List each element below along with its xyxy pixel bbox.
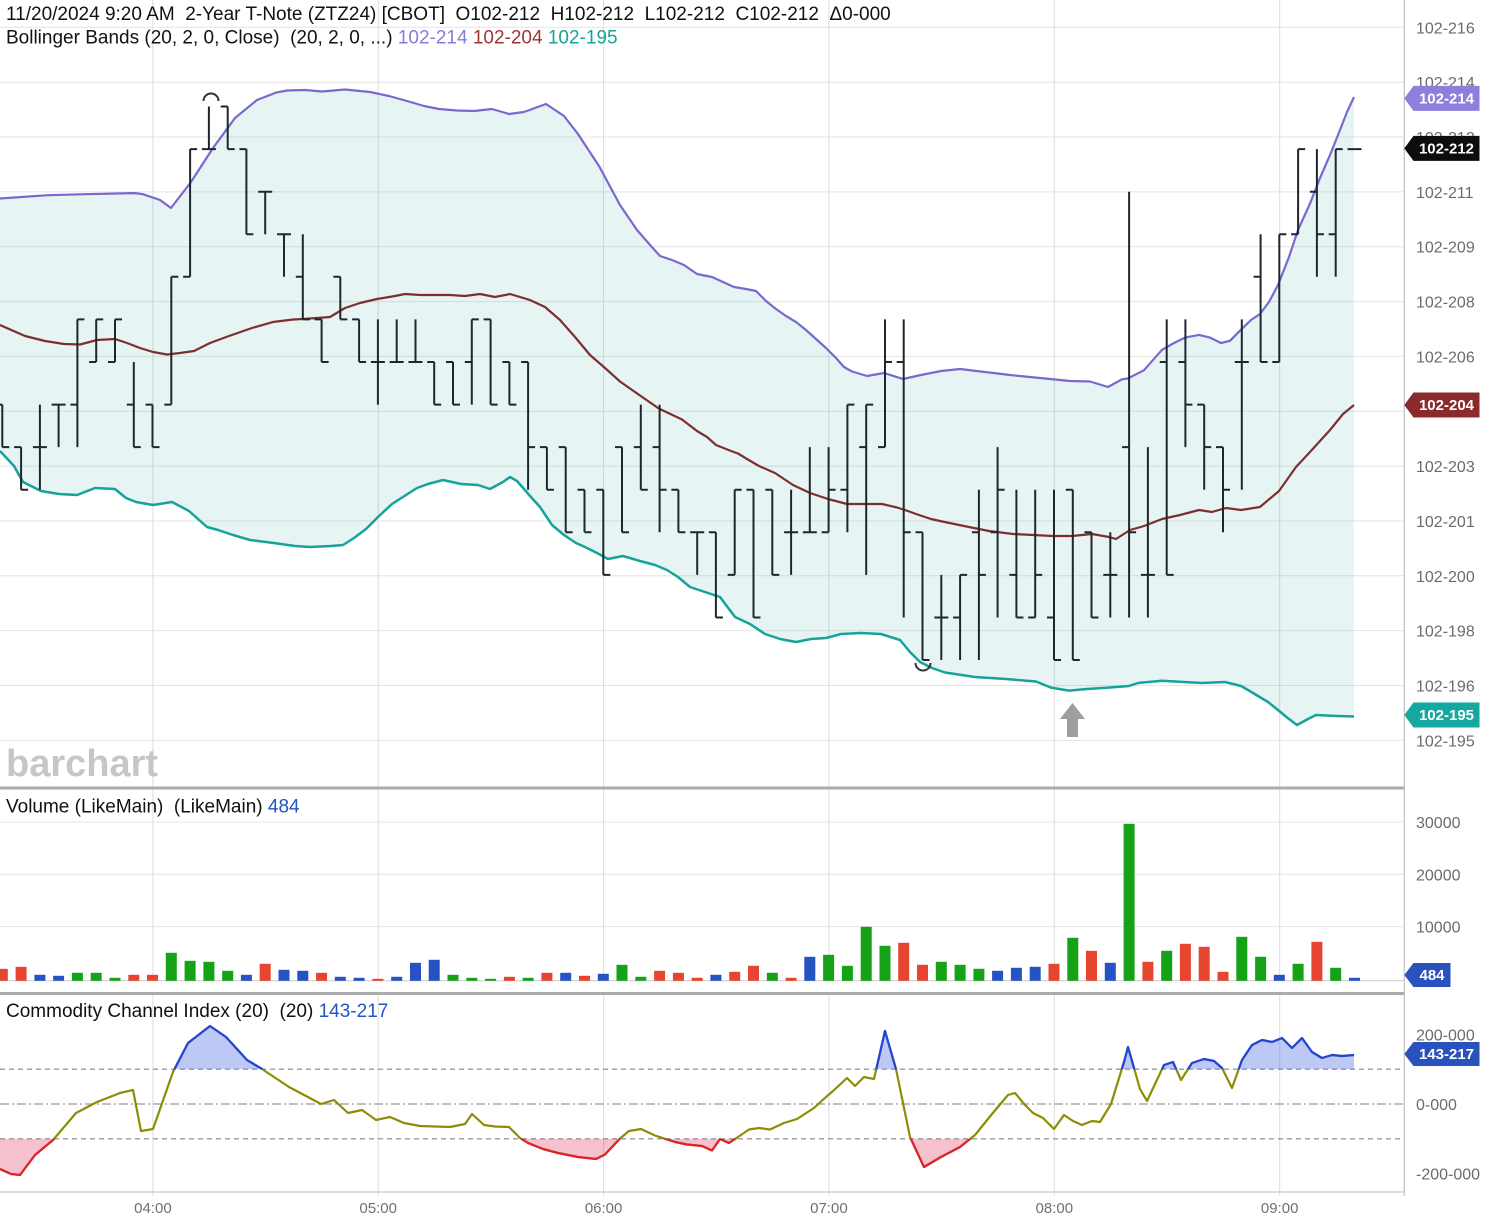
svg-text:-200-000: -200-000 xyxy=(1416,1167,1480,1184)
svg-text:102-211: 102-211 xyxy=(1416,185,1474,202)
svg-text:102-209: 102-209 xyxy=(1416,240,1475,257)
svg-text:04:00: 04:00 xyxy=(134,1200,172,1217)
svg-text:barchart: barchart xyxy=(6,743,158,785)
svg-text:102-212: 102-212 xyxy=(1419,140,1474,157)
svg-text:102-195: 102-195 xyxy=(1419,707,1474,724)
svg-text:200-000: 200-000 xyxy=(1416,1028,1475,1045)
svg-text:102-196: 102-196 xyxy=(1416,679,1475,696)
svg-text:102-200: 102-200 xyxy=(1416,569,1475,586)
svg-text:484: 484 xyxy=(1419,967,1445,984)
svg-text:Bollinger Bands (20, 2, 0, Clo: Bollinger Bands (20, 2, 0, Close) (20, 2… xyxy=(6,28,618,49)
svg-text:102-195: 102-195 xyxy=(1416,733,1475,750)
svg-text:102-206: 102-206 xyxy=(1416,349,1475,366)
svg-text:09:00: 09:00 xyxy=(1261,1200,1299,1217)
svg-text:143-217: 143-217 xyxy=(1419,1046,1474,1063)
svg-text:11/20/2024 9:20 AM 2-Year T-N: 11/20/2024 9:20 AM 2-Year T-Note (ZTZ24)… xyxy=(6,4,891,25)
svg-text:102-203: 102-203 xyxy=(1416,459,1475,476)
svg-text:07:00: 07:00 xyxy=(810,1200,848,1217)
svg-text:Commodity Channel Index (20): Commodity Channel Index (20) (20) 143-21… xyxy=(6,1001,388,1022)
svg-text:102-208: 102-208 xyxy=(1416,295,1475,312)
svg-text:Volume (LikeMain) (LikeMain): Volume (LikeMain) (LikeMain) 484 xyxy=(6,797,300,818)
svg-text:0-000: 0-000 xyxy=(1416,1097,1457,1114)
svg-text:102-201: 102-201 xyxy=(1416,514,1475,531)
svg-text:30000: 30000 xyxy=(1416,815,1461,832)
svg-text:102-204: 102-204 xyxy=(1419,397,1475,414)
svg-text:10000: 10000 xyxy=(1416,920,1461,937)
svg-text:08:00: 08:00 xyxy=(1036,1200,1074,1217)
svg-text:102-214: 102-214 xyxy=(1419,90,1475,107)
svg-text:06:00: 06:00 xyxy=(585,1200,623,1217)
svg-text:102-216: 102-216 xyxy=(1416,20,1475,37)
svg-text:05:00: 05:00 xyxy=(359,1200,397,1217)
svg-text:102-198: 102-198 xyxy=(1416,624,1475,641)
svg-text:20000: 20000 xyxy=(1416,867,1461,884)
